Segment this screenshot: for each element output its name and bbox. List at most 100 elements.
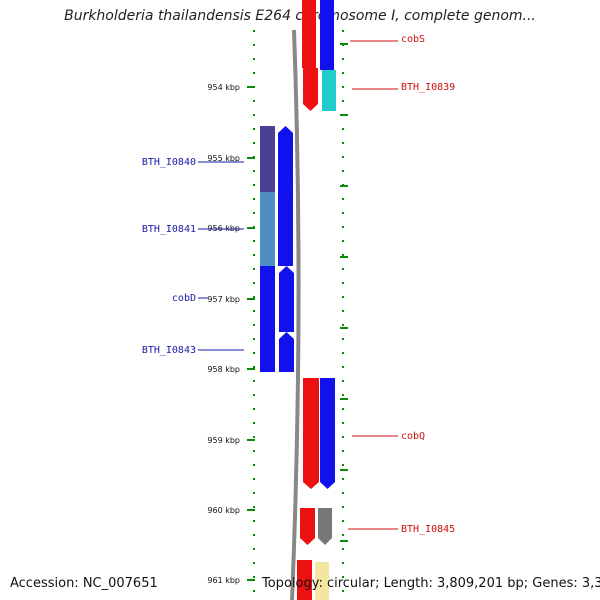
axis-dot — [253, 324, 255, 326]
axis-dot — [342, 562, 344, 564]
axis-dot — [342, 366, 344, 368]
axis-dot — [342, 128, 344, 130]
kbp-tick-label: 961 kbp — [207, 576, 240, 585]
axis-dot — [342, 282, 344, 284]
axis-dot — [342, 240, 344, 242]
axis-dot — [253, 296, 255, 298]
axis-dot — [342, 436, 344, 438]
left-major-tick — [247, 86, 255, 88]
axis-dot — [342, 394, 344, 396]
right-major-tick — [340, 327, 348, 329]
kbp-tick-label: 958 kbp — [207, 365, 240, 374]
forward-gene-lower — [300, 508, 315, 545]
gene-label-right: cobQ — [401, 431, 425, 442]
axis-dot — [342, 478, 344, 480]
axis-dot — [342, 450, 344, 452]
bth-i0841-gene — [260, 192, 275, 266]
axis-dot — [253, 44, 255, 46]
left-major-tick — [247, 157, 255, 159]
axis-dot — [342, 212, 344, 214]
feature-layer — [260, 0, 336, 600]
axis-dot — [253, 520, 255, 522]
axis-dot — [253, 450, 255, 452]
axis-dot — [253, 338, 255, 340]
axis-dot — [253, 478, 255, 480]
axis-dot — [253, 240, 255, 242]
reverse-arrow-3 — [279, 332, 294, 372]
axis-dot — [342, 590, 344, 592]
axis-dot — [342, 58, 344, 60]
right-major-tick — [340, 43, 348, 45]
gene-label-left: cobD — [172, 293, 196, 304]
axis-dot — [253, 436, 255, 438]
axis-dot — [342, 156, 344, 158]
topology-text: Topology: circular; Length: 3,809,201 bp… — [262, 576, 600, 591]
kbp-tick-label: 960 kbp — [207, 506, 240, 515]
cobd-gene — [260, 266, 275, 372]
axis-dot — [342, 100, 344, 102]
axis-dot — [253, 422, 255, 424]
axis-dot — [342, 408, 344, 410]
axis-dot — [342, 324, 344, 326]
axis-dot — [342, 30, 344, 32]
axis-dot — [342, 548, 344, 550]
gene-label-right: cobS — [401, 34, 425, 45]
axis-dot — [342, 338, 344, 340]
axis-dot — [253, 534, 255, 536]
accession-text: Accession: NC_007651 — [10, 576, 158, 591]
axis-dot — [253, 114, 255, 116]
bth-i0839-gene — [322, 70, 336, 111]
right-major-tick — [340, 469, 348, 471]
axis-dot — [253, 184, 255, 186]
gene-label-left: BTH_I0843 — [142, 345, 196, 356]
axis-dot — [253, 394, 255, 396]
gene-label-right: BTH_I0839 — [401, 82, 455, 93]
axis-dot — [342, 198, 344, 200]
axis-dot — [253, 492, 255, 494]
axis-dot — [342, 576, 344, 578]
axis-dot — [253, 142, 255, 144]
axis-dot — [253, 268, 255, 270]
axis-dot — [253, 366, 255, 368]
reverse-strand-segment — [320, 0, 334, 70]
bth-i0845-gene — [318, 508, 332, 545]
reverse-arrow-1 — [278, 126, 293, 266]
axis-dot — [253, 58, 255, 60]
kbp-tick-label: 957 kbp — [207, 295, 240, 304]
cobq-gene — [303, 378, 319, 489]
axis-dot — [253, 30, 255, 32]
axis-dot — [342, 534, 344, 536]
bth-i0840-gene — [260, 126, 275, 192]
gene-label-left: BTH_I0840 — [142, 157, 196, 168]
axis-dot — [342, 142, 344, 144]
kbp-tick-label: 954 kbp — [207, 83, 240, 92]
axis-dot — [342, 268, 344, 270]
left-major-tick — [247, 509, 255, 511]
left-major-tick — [247, 439, 255, 441]
axis-dot — [342, 422, 344, 424]
axis-dot — [253, 198, 255, 200]
dotted-axis-layer — [247, 30, 348, 592]
reverse-arrow-2 — [279, 266, 294, 332]
kbp-tick-label: 959 kbp — [207, 436, 240, 445]
axis-dot — [342, 72, 344, 74]
axis-dot — [253, 506, 255, 508]
axis-dot — [253, 212, 255, 214]
axis-dot — [342, 492, 344, 494]
axis-dot — [253, 100, 255, 102]
axis-dot — [253, 576, 255, 578]
axis-dot — [253, 464, 255, 466]
cobs-gene-segment — [302, 0, 316, 68]
cobs-gene-arrow — [303, 68, 318, 111]
yellow-gene-bottom — [315, 562, 329, 600]
axis-dot — [253, 282, 255, 284]
left-major-tick — [247, 579, 255, 581]
map-title: Burkholderia thailandensis E264 chromoso… — [64, 8, 536, 24]
axis-dot — [253, 408, 255, 410]
gene-label-right: BTH_I0845 — [401, 524, 455, 535]
right-major-tick — [340, 256, 348, 258]
axis-dot — [253, 562, 255, 564]
axis-dot — [253, 590, 255, 592]
axis-dot — [253, 128, 255, 130]
